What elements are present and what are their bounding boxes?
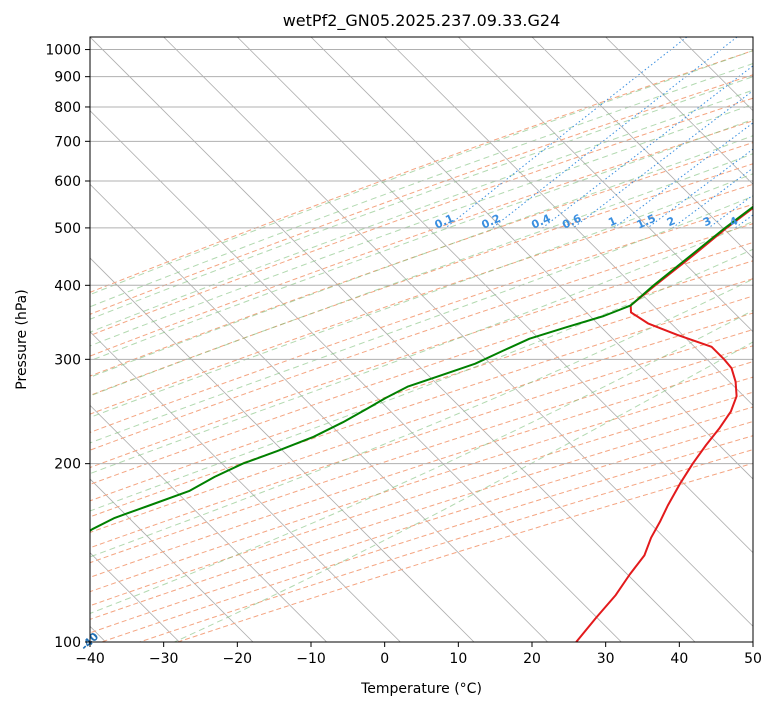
moist-adiabat-line [90,76,753,320]
x-tick-label: 30 [597,651,615,667]
isotherm-line [90,331,401,642]
y-tick-label: 800 [54,100,81,116]
dry-adiabat-line [90,223,753,451]
plot-area [90,37,753,642]
x-tick-label: −10 [296,651,326,667]
y-tick-label: 100 [54,635,81,651]
dry-adiabat-line [90,329,753,549]
moist-adiabat-line [90,89,753,333]
y-tick-label: 700 [54,134,81,150]
chart-title: wetPf2_GN05.2025.237.09.33.G24 [283,11,561,31]
x-tick-label: 10 [449,651,467,667]
y-tick-label: 300 [54,352,81,368]
dry-adiabat-line [90,391,753,607]
dry-adiabat-line [90,50,753,293]
mixing-ratio-line [672,167,753,229]
isotherm-line [90,183,548,642]
y-tick-label: 1000 [45,43,81,59]
background-lines [90,37,753,642]
y-tick-label: 600 [54,174,81,190]
y-tick-label: 200 [54,457,81,473]
moist-adiabat-line [90,173,753,418]
isotherm-line [237,37,753,554]
isotherm-line [531,37,753,259]
x-tick-label: −30 [149,651,179,667]
y-tick-label: 500 [54,221,81,237]
isotherm-line [605,37,753,185]
y-tick-label: 400 [54,278,81,294]
x-tick-label: 40 [670,651,688,667]
axes: −40 −30 −20 −10 0 10 20 30 40 50 100 200 300 400 500 60… [45,43,762,667]
moist-adiabat-line [90,278,753,558]
isotherm-line [163,37,753,627]
dry-adiabat-line [90,163,753,396]
dry-adiabat-line [90,345,753,564]
isotherm-line [90,257,475,642]
dry-adiabat-line [90,142,753,377]
isotherm-line [458,37,753,333]
x-tick-label: 50 [744,651,762,667]
moist-adiabat-line [90,50,753,296]
dewpoint-trace [90,205,753,533]
temperature-trace [575,206,753,642]
dry-adiabat-line [90,376,753,593]
dry-adiabat-line [90,97,753,337]
moist-adiabat-line [90,195,753,444]
plot-frame [89,36,754,643]
isotherm-line [90,110,622,642]
isotherm-line [90,37,696,642]
moist-adiabat-line [90,153,753,397]
dry-adiabat-line [90,312,753,534]
isotherm-line [90,404,327,642]
dry-adiabat-line [90,361,753,578]
x-tick-label: −20 [223,651,253,667]
mixing-ratio-line [492,37,738,229]
dry-adiabat-line [90,295,753,518]
y-tick-label: 900 [54,70,81,86]
isotherm-line [384,37,753,406]
x-axis-label: Temperature (°C) [360,681,482,697]
moist-adiabat-line [90,118,753,362]
mixing-ratio-line [572,90,753,229]
x-tick-label: −40 [75,651,105,667]
dry-adiabat-line [90,241,753,469]
dry-adiabat-line [90,260,753,485]
moist-adiabat-line [90,63,753,308]
y-axis-label: Pressure (hPa) [14,289,30,389]
mixing-ratio-line [542,65,753,229]
sounding-traces [90,205,753,642]
isotherm-line [310,37,753,480]
x-tick-label: 0 [380,651,389,667]
x-tick-label: 20 [523,651,541,667]
